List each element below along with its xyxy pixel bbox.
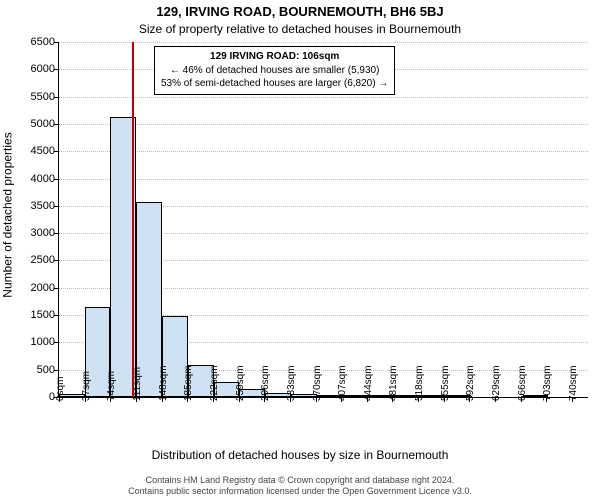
info-box-line3: 53% of semi-detached houses are larger (… [161, 77, 388, 91]
gridline-h [59, 97, 588, 98]
xtick-label: 74sqm [106, 371, 117, 401]
ytick-label: 6000 [31, 63, 55, 75]
footer-line1: Contains HM Land Registry data © Crown c… [0, 475, 600, 487]
xtick-label: 555sqm [440, 365, 451, 401]
ytick-label: 3500 [31, 200, 55, 212]
xtick-label: 37sqm [81, 371, 92, 401]
page-title: 129, IRVING ROAD, BOURNEMOUTH, BH6 5BJ [0, 4, 600, 19]
ytick-label: 3000 [31, 227, 55, 239]
ytick-label: 500 [37, 364, 55, 376]
subject-marker-line [132, 42, 134, 397]
xtick-label: 666sqm [517, 365, 528, 401]
info-box-line1: 129 IRVING ROAD: 106sqm [161, 50, 388, 64]
xtick-label: 407sqm [337, 365, 348, 401]
ytick-label: 4000 [31, 173, 55, 185]
gridline-h [59, 42, 588, 43]
xtick-label: 481sqm [388, 365, 399, 401]
xtick-label: 444sqm [363, 365, 374, 401]
xtick-label: 259sqm [235, 365, 246, 401]
xtick-label: 185sqm [183, 365, 194, 401]
xtick-label: 518sqm [414, 365, 425, 401]
marker-info-box: 129 IRVING ROAD: 106sqm ← 46% of detache… [154, 46, 395, 95]
ytick-label: 2500 [31, 254, 55, 266]
histogram-plot: 0500100015002000250030003500400045005000… [58, 42, 588, 398]
page-subtitle: Size of property relative to detached ho… [0, 22, 600, 36]
ytick-label: 6500 [31, 36, 55, 48]
xtick-label: 0sqm [55, 377, 66, 401]
y-axis-label-container: Number of detached properties [0, 0, 16, 430]
gridline-h [59, 179, 588, 180]
ytick-label: 2000 [31, 282, 55, 294]
xtick-label: 222sqm [209, 365, 220, 401]
ytick-label: 1000 [31, 336, 55, 348]
y-axis-label: Number of detached properties [1, 132, 15, 297]
xtick-label: 333sqm [286, 365, 297, 401]
gridline-h [59, 124, 588, 125]
xtick-label: 148sqm [158, 365, 169, 401]
xtick-label: 740sqm [568, 365, 579, 401]
gridline-h [59, 151, 588, 152]
ytick-label: 1500 [31, 309, 55, 321]
x-axis-label: Distribution of detached houses by size … [0, 448, 600, 462]
xtick-label: 296sqm [260, 365, 271, 401]
ytick-label: 5500 [31, 91, 55, 103]
xtick-label: 370sqm [312, 365, 323, 401]
xtick-label: 703sqm [542, 365, 553, 401]
ytick-label: 5000 [31, 118, 55, 130]
xtick-label: 629sqm [491, 365, 502, 401]
xtick-label: 592sqm [465, 365, 476, 401]
ytick-label: 4500 [31, 145, 55, 157]
footer: Contains HM Land Registry data © Crown c… [0, 475, 600, 498]
footer-line2: Contains public sector information licen… [0, 486, 600, 498]
info-box-line2: ← 46% of detached houses are smaller (5,… [161, 64, 388, 78]
